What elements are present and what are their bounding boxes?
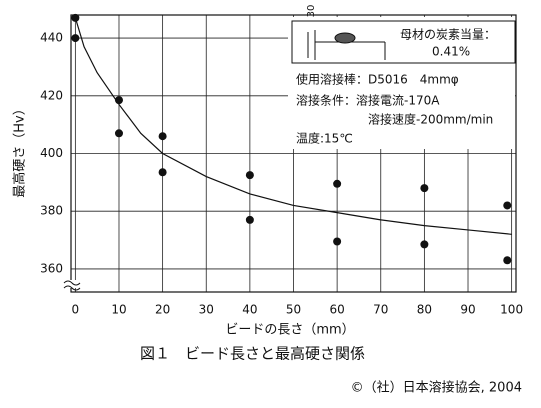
x-tick-label: 90 [460,303,475,317]
annotation: 使用溶接棒：D5016 4mmφ [296,72,459,87]
source: ©（社）日本溶接協会, 2004 [351,380,522,396]
y-tick-label: 440 [40,31,63,45]
data-point [158,168,167,177]
data-point [114,96,123,105]
x-tick-label: 70 [373,303,388,317]
data-point [333,237,342,246]
data-point [245,215,254,224]
data-point [158,132,167,141]
data-point [245,171,254,180]
data-point [71,34,80,43]
annotation: 温度:15℃ [296,131,353,146]
y-axis-label: 最高硬さ（Hv） [12,102,28,197]
x-axis-label: ビードの長さ（mm） [225,323,354,338]
plot-frame [70,14,517,293]
data-point [71,13,80,22]
axis-break [63,280,81,291]
data-point [420,184,429,193]
annotation: 溶接条件：溶接電流-170A [296,93,440,108]
x-tick-label: 50 [286,303,301,317]
annotation: 30 [306,5,317,18]
y-tick-label: 420 [40,88,63,102]
data-point [333,179,342,188]
x-tick-label: 10 [111,303,126,317]
annotation: 溶接速度-200mm/min [368,112,493,127]
y-tick-label: 360 [40,261,63,275]
x-tick-label: 20 [155,303,170,317]
x-tick-label: 30 [199,303,214,317]
annotation: 0.41% [432,45,470,59]
x-tick-label: 100 [500,303,523,317]
fit-curve [74,17,512,235]
data-point [503,201,512,210]
x-tick-label: 80 [417,303,432,317]
y-tick-label: 400 [40,146,63,160]
data-point [503,256,512,265]
caption: 図１ ビード長さと最高硬さ関係 [140,345,365,363]
annotation: 母材の炭素当量： [400,28,496,42]
x-tick-label: 40 [242,303,257,317]
weld-drawing [307,30,386,60]
y-tick-label: 380 [40,204,63,218]
data-point [114,129,123,138]
x-tick-label: 0 [72,303,80,317]
x-tick-label: 60 [329,303,344,317]
data-point [420,240,429,249]
